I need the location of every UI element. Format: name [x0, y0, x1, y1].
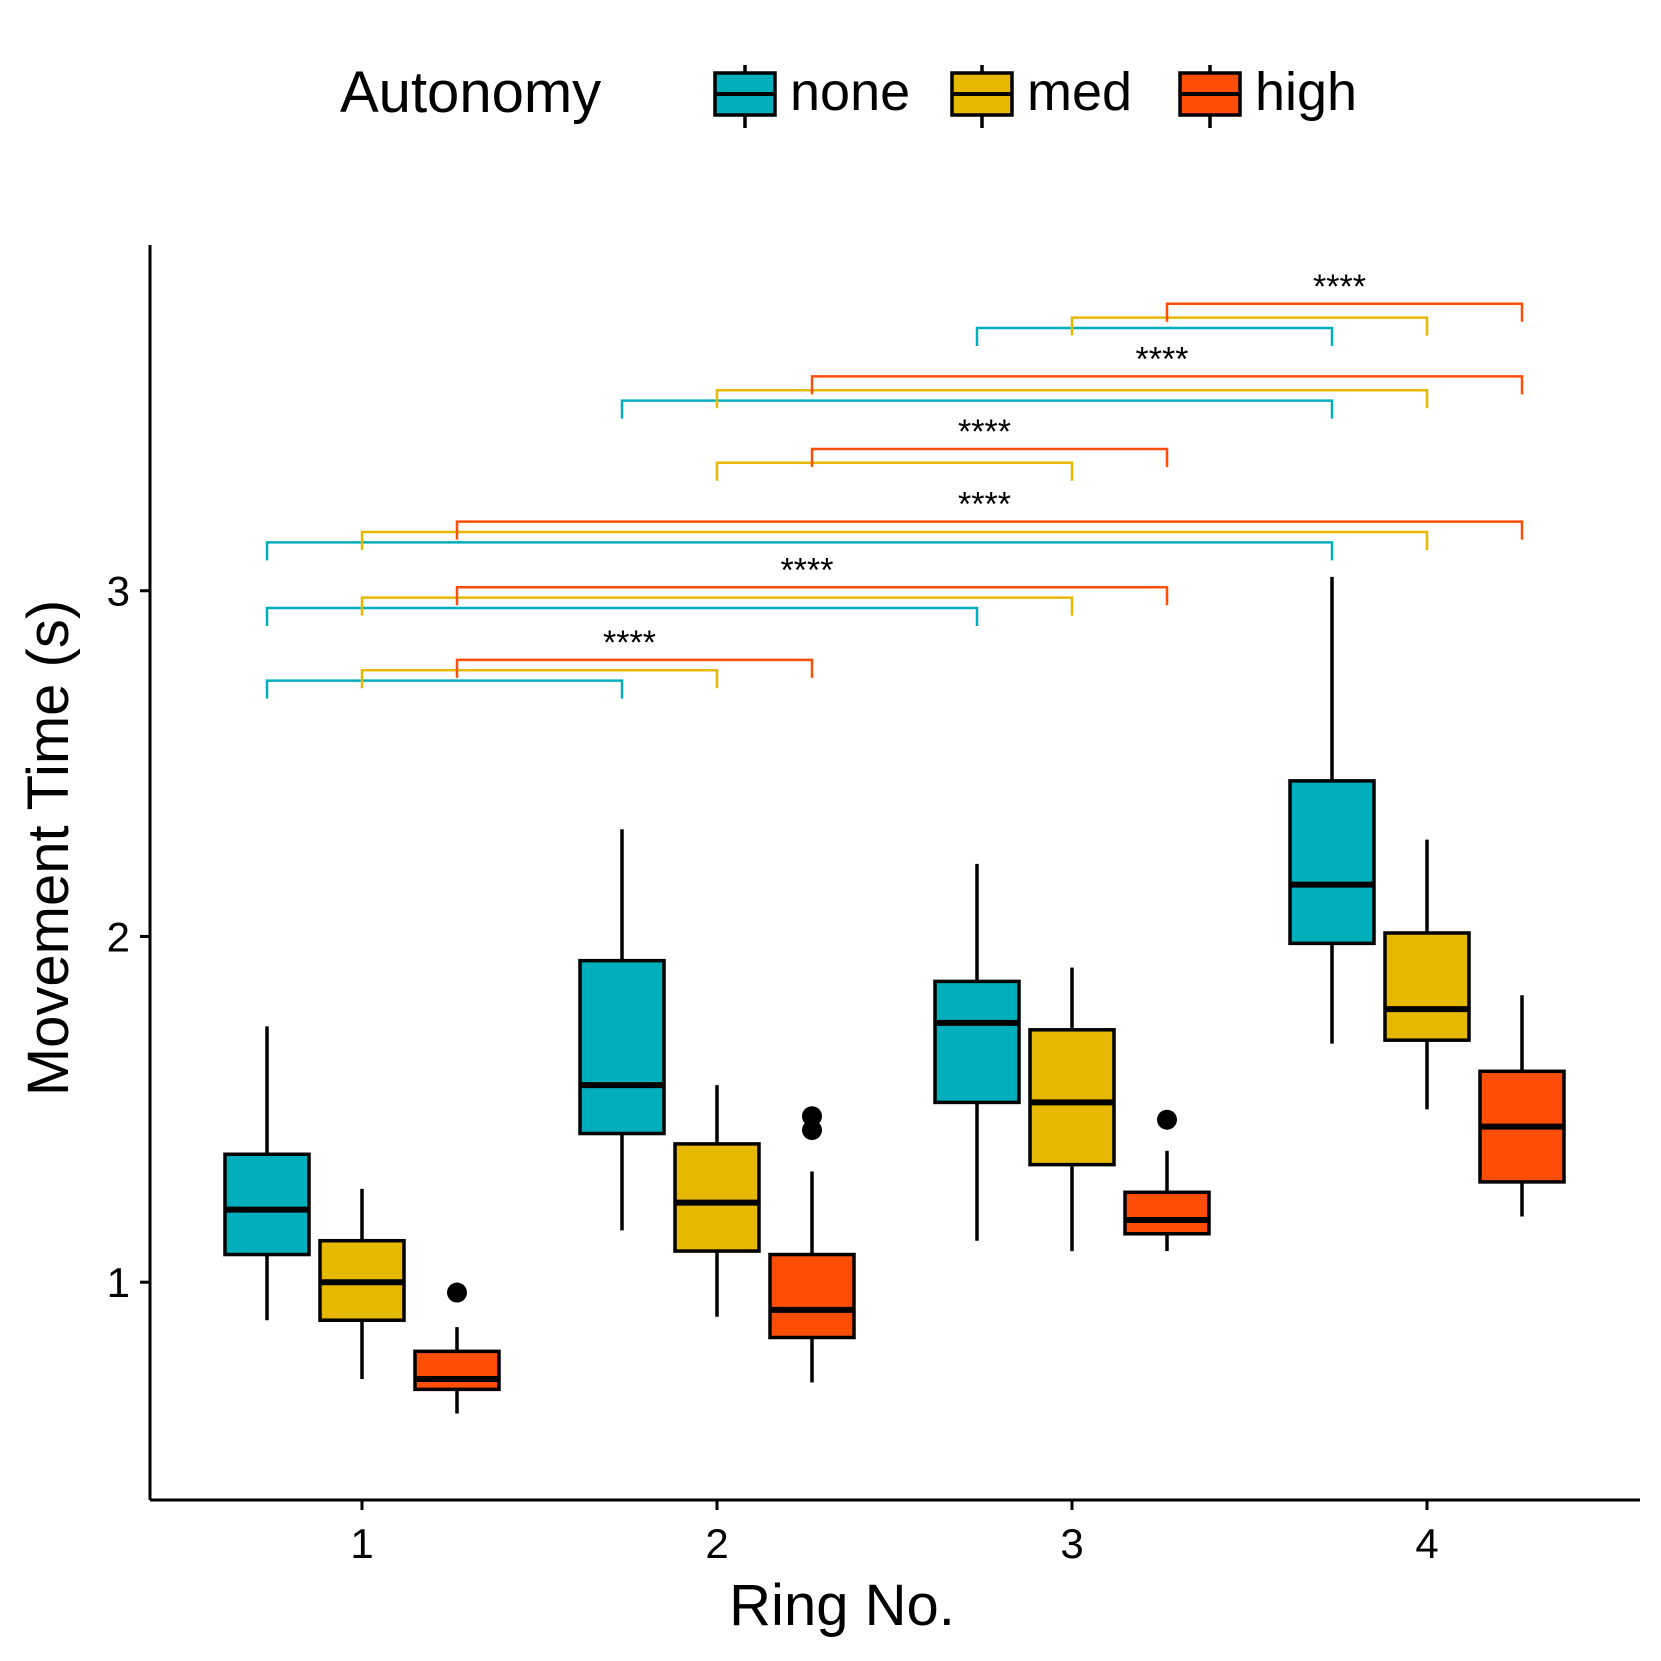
box-none-ring-3 — [933, 863, 1021, 1241]
box-body — [1123, 1190, 1211, 1236]
y-axis-label: Movement Time (s) — [16, 600, 81, 1096]
box-body — [413, 1349, 501, 1392]
bracket-ring-1-vs-3: **** — [265, 551, 1169, 627]
legend-title: Autonomy — [340, 60, 601, 125]
bracket-line-high — [1165, 302, 1524, 322]
outlier-point-1 — [802, 1106, 822, 1127]
box-body — [1383, 931, 1471, 1042]
x-axis-label: Ring No. — [729, 1573, 955, 1638]
box-high-ring-2 — [768, 1106, 856, 1383]
bracket-line-med — [1070, 316, 1429, 336]
legend-label-high: high — [1255, 62, 1357, 122]
box-high-ring-1 — [413, 1282, 501, 1414]
bracket-line-high — [455, 658, 814, 678]
legend-label-med: med — [1027, 62, 1132, 122]
y-tick-label-3: 3 — [107, 568, 130, 615]
legend-entry-none: none — [713, 62, 910, 128]
box-groups — [223, 576, 1566, 1414]
bracket-line-none — [620, 399, 1334, 419]
significance-label: **** — [1313, 268, 1366, 306]
bracket-line-none — [265, 541, 1334, 561]
y-tick-label-2: 2 — [107, 913, 130, 960]
box-med-ring-2 — [673, 1085, 761, 1317]
legend: Autonomy none med high — [340, 60, 1357, 128]
x-tick-label-2: 2 — [705, 1520, 728, 1567]
box-body — [673, 1142, 761, 1253]
bracket-line-med — [360, 668, 719, 689]
outlier-point-0 — [447, 1282, 467, 1303]
legend-entry-med: med — [950, 62, 1132, 128]
box-high-ring-4 — [1478, 995, 1566, 1217]
bracket-line-high — [810, 375, 1524, 395]
significance-brackets: **** **** **** **** **** **** — [265, 268, 1524, 699]
bracket-ring-3-vs-4: **** — [975, 268, 1524, 346]
bracket-line-med — [360, 530, 1429, 550]
bracket-line-none — [265, 606, 979, 627]
bracket-line-none — [975, 326, 1334, 346]
box-body — [223, 1152, 311, 1257]
box-none-ring-4 — [1288, 576, 1376, 1044]
box-med-ring-4 — [1383, 839, 1471, 1110]
significance-label: **** — [1136, 340, 1189, 378]
legend-label-none: none — [790, 62, 910, 122]
y-tick-label-1: 1 — [107, 1259, 130, 1306]
significance-label: **** — [603, 624, 656, 662]
bracket-line-med — [715, 388, 1429, 409]
significance-label: **** — [958, 413, 1011, 451]
outlier-point-0 — [1157, 1109, 1177, 1130]
box-med-ring-3 — [1028, 967, 1116, 1252]
box-med-ring-1 — [318, 1188, 406, 1379]
bracket-ring-2-vs-3: **** — [715, 413, 1169, 481]
legend-entry-high: high — [1178, 62, 1357, 128]
box-high-ring-3 — [1123, 1109, 1211, 1252]
box-body — [1028, 1028, 1116, 1167]
bracket-ring-1-vs-4: **** — [265, 486, 1524, 561]
bracket-line-high — [810, 447, 1169, 467]
box-body — [933, 979, 1021, 1105]
bracket-line-med — [360, 596, 1074, 616]
box-none-ring-2 — [578, 829, 666, 1231]
x-tick-label-1: 1 — [350, 1520, 373, 1567]
bracket-line-med — [715, 461, 1074, 481]
outlier-point-0 — [802, 1120, 822, 1141]
bracket-ring-1-vs-2: **** — [265, 624, 814, 699]
box-body — [578, 958, 666, 1136]
bracket-line-high — [455, 586, 1169, 606]
x-tick-label-4: 4 — [1415, 1520, 1438, 1567]
axes: 1 2 3 1 2 3 4 — [107, 245, 1640, 1567]
box-body — [1288, 779, 1376, 946]
bracket-ring-2-vs-4: **** — [620, 340, 1524, 419]
box-body — [768, 1252, 856, 1340]
bracket-line-none — [265, 679, 624, 699]
x-tick-label-3: 3 — [1060, 1520, 1083, 1567]
significance-label: **** — [781, 551, 834, 589]
significance-label: **** — [958, 486, 1011, 524]
box-none-ring-1 — [223, 1026, 311, 1321]
bracket-line-high — [455, 520, 1524, 540]
